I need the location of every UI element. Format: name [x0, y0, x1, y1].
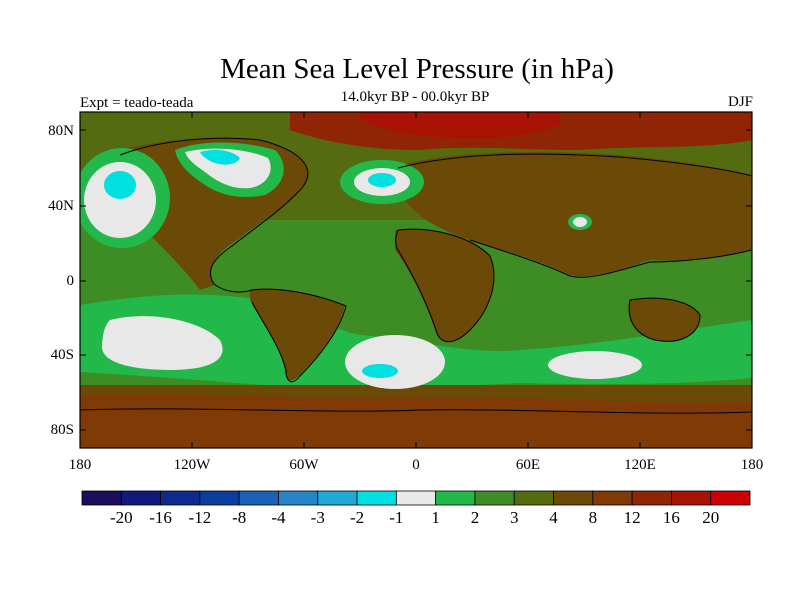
arctic-core [360, 112, 560, 138]
eurasia-land [400, 152, 752, 277]
colorbar-label: 16 [662, 508, 680, 527]
colorbar-swatch [671, 490, 712, 506]
south-indian-white [548, 351, 642, 379]
lon-label-60e: 60E [515, 457, 541, 473]
north-atlantic-cyan [368, 173, 396, 187]
lat-label-40s: 40S [50, 347, 74, 363]
coastlines [80, 137, 752, 414]
colorbar-label: 2 [470, 508, 480, 527]
colorbar-label: -20 [109, 508, 133, 527]
colorbar-swatch [435, 490, 476, 506]
map-ticks [80, 112, 752, 448]
colorbar-label: 3 [509, 508, 519, 527]
colorbar-label: -1 [389, 508, 404, 527]
colorbar-label: -12 [188, 508, 212, 527]
colorbar-label: 4 [549, 508, 558, 527]
australia-land [628, 298, 700, 342]
lon-label-120e: 120E [624, 457, 656, 473]
lon-label-180w: 180 [68, 457, 92, 473]
lat-label-80n: 80N [48, 123, 74, 139]
colorbar-swatch [474, 490, 515, 506]
colorbar-label: -3 [310, 508, 325, 527]
lon-label-180e: 180 [740, 457, 764, 473]
laurentide-cyan [200, 150, 240, 165]
south-america-land [250, 288, 345, 381]
season-label: DJF [727, 94, 753, 110]
colorbar-label: -2 [349, 508, 365, 527]
colorbar-swatch [395, 490, 437, 506]
colorbar-label: -4 [271, 508, 286, 527]
colorbar-swatch [199, 490, 240, 506]
colorbar-swatch [238, 490, 279, 506]
chart-title: Mean Sea Level Pressure (in hPa) [220, 53, 614, 85]
colorbar-label: 20 [702, 508, 720, 527]
colorbar-swatch [356, 490, 397, 506]
lon-label-120w: 120W [173, 457, 211, 473]
north-pacific-cyan [104, 171, 136, 199]
lon-label-0: 0 [412, 457, 420, 473]
africa-land [395, 228, 494, 342]
colorbar-label: 8 [588, 508, 598, 527]
colorbar-label: -8 [232, 508, 247, 527]
experiment-label: Expt = teado-teada [80, 95, 194, 111]
colorbar-swatch [160, 490, 201, 506]
north-pacific-white [84, 162, 156, 238]
colorbar-swatch [631, 490, 672, 506]
lat-label-80s: 80S [50, 422, 74, 438]
south-pacific-white [101, 316, 223, 370]
colorbar-swatch [710, 490, 751, 506]
colorbar-label: 12 [623, 508, 641, 527]
colorbar-swatch [317, 490, 358, 506]
colorbar-swatch [278, 490, 319, 506]
colorbar-swatch [553, 490, 594, 506]
lat-label-0: 0 [66, 273, 75, 289]
colorbar-swatch [513, 490, 554, 506]
colorbar-label: -16 [149, 508, 172, 527]
south-atlantic-cyan [362, 364, 398, 378]
colorbar-swatch [120, 490, 161, 506]
colorbar-swatch [81, 490, 122, 506]
lon-label-60w: 60W [289, 457, 319, 473]
colorbar-label: 1 [431, 508, 440, 527]
lat-label-40n: 40N [48, 198, 74, 214]
tibet-white [573, 217, 587, 227]
colorbar-swatch [592, 490, 633, 506]
chart-subtitle: 14.0kyr BP - 00.0kyr BP [340, 89, 490, 105]
antarctic-coast-zone [80, 394, 752, 448]
